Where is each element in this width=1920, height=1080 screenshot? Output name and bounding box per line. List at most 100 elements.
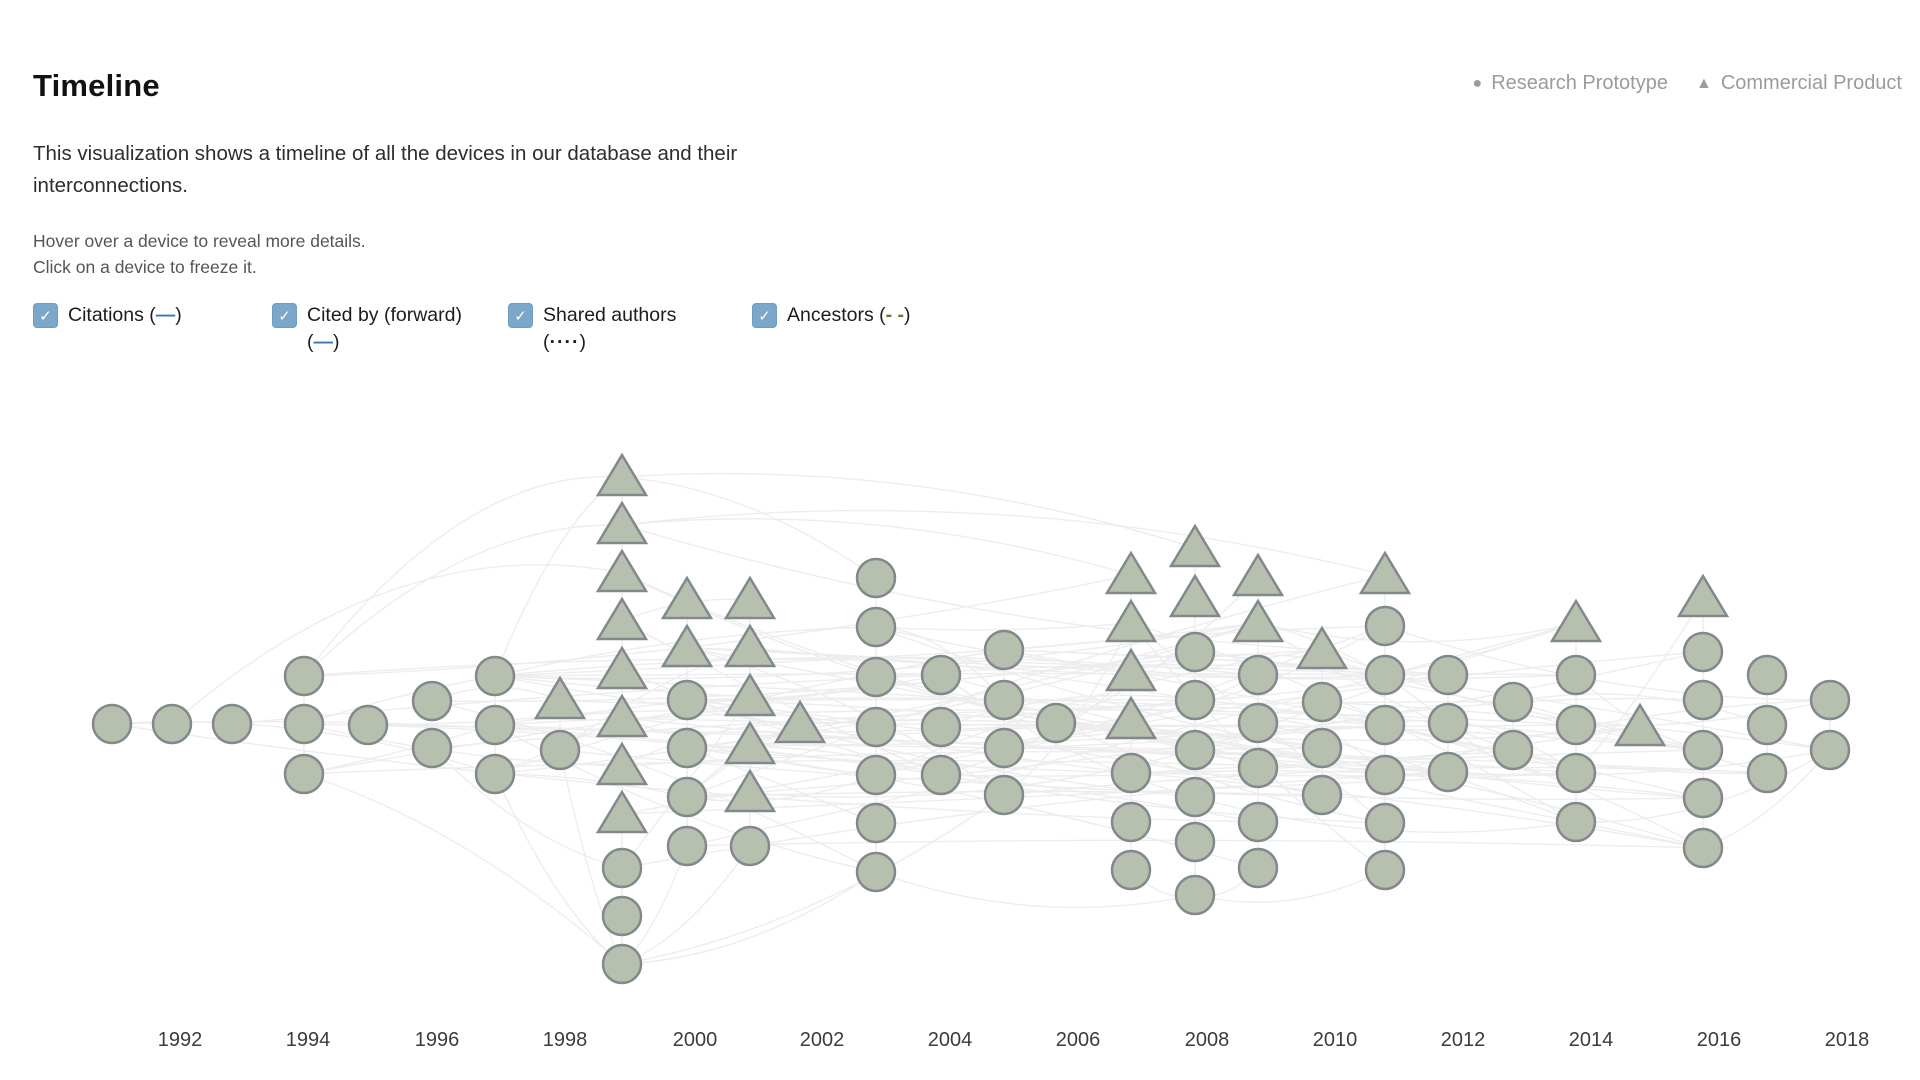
- device-node-circle[interactable]: [855, 656, 897, 698]
- device-node-triangle[interactable]: [773, 699, 827, 744]
- device-node-circle[interactable]: [211, 703, 253, 745]
- device-node-circle[interactable]: [601, 943, 643, 985]
- citations-checkbox[interactable]: ✓: [33, 303, 58, 328]
- device-node-circle[interactable]: [283, 753, 325, 795]
- device-node-circle[interactable]: [1301, 727, 1343, 769]
- device-node-circle[interactable]: [474, 753, 516, 795]
- device-node-circle[interactable]: [1237, 654, 1279, 696]
- device-node-circle[interactable]: [1809, 679, 1851, 721]
- device-node-circle[interactable]: [855, 754, 897, 796]
- device-node-circle[interactable]: [1237, 847, 1279, 889]
- device-node-triangle[interactable]: [595, 596, 649, 641]
- device-node-circle[interactable]: [666, 679, 708, 721]
- device-node-circle[interactable]: [855, 557, 897, 599]
- device-node-circle[interactable]: [983, 679, 1025, 721]
- device-node-circle[interactable]: [1682, 777, 1724, 819]
- device-node-circle[interactable]: [1237, 702, 1279, 744]
- device-node-circle[interactable]: [1364, 754, 1406, 796]
- device-node-circle[interactable]: [539, 729, 581, 771]
- device-node-circle[interactable]: [666, 825, 708, 867]
- device-node-circle[interactable]: [1682, 729, 1724, 771]
- device-node-circle[interactable]: [855, 851, 897, 893]
- device-node-circle[interactable]: [983, 774, 1025, 816]
- device-node-circle[interactable]: [1364, 654, 1406, 696]
- ancestors-checkbox[interactable]: ✓: [752, 303, 777, 328]
- device-node-circle[interactable]: [666, 776, 708, 818]
- device-node-circle[interactable]: [411, 680, 453, 722]
- device-node-circle[interactable]: [91, 703, 133, 745]
- device-node-triangle[interactable]: [723, 623, 777, 668]
- cited-by-checkbox[interactable]: ✓: [272, 303, 297, 328]
- device-node-circle[interactable]: [1174, 729, 1216, 771]
- device-node-circle[interactable]: [855, 706, 897, 748]
- device-node-circle[interactable]: [474, 704, 516, 746]
- device-node-circle[interactable]: [1746, 654, 1788, 696]
- device-node-circle[interactable]: [983, 629, 1025, 671]
- device-node-circle[interactable]: [1035, 702, 1077, 744]
- device-node-circle[interactable]: [601, 847, 643, 889]
- device-node-triangle[interactable]: [595, 500, 649, 545]
- device-node-triangle[interactable]: [595, 452, 649, 497]
- device-node-circle[interactable]: [1237, 747, 1279, 789]
- device-node-circle[interactable]: [855, 802, 897, 844]
- device-node-circle[interactable]: [1174, 679, 1216, 721]
- device-node-circle[interactable]: [283, 655, 325, 697]
- shared-authors-checkbox[interactable]: ✓: [508, 303, 533, 328]
- device-node-triangle[interactable]: [1231, 552, 1285, 597]
- device-node-circle[interactable]: [1555, 752, 1597, 794]
- device-node-triangle[interactable]: [1168, 523, 1222, 568]
- device-node-circle[interactable]: [1555, 801, 1597, 843]
- device-node-circle[interactable]: [347, 704, 389, 746]
- device-node-circle[interactable]: [920, 754, 962, 796]
- device-node-triangle[interactable]: [1295, 625, 1349, 670]
- device-node-circle[interactable]: [1110, 801, 1152, 843]
- device-node-circle[interactable]: [1746, 752, 1788, 794]
- device-node-circle[interactable]: [855, 606, 897, 648]
- device-node-circle[interactable]: [1492, 681, 1534, 723]
- device-node-circle[interactable]: [1301, 774, 1343, 816]
- device-node-circle[interactable]: [411, 727, 453, 769]
- device-node-triangle[interactable]: [1104, 695, 1158, 740]
- device-node-triangle[interactable]: [1104, 598, 1158, 643]
- device-node-triangle[interactable]: [595, 741, 649, 786]
- device-node-triangle[interactable]: [723, 672, 777, 717]
- device-node-circle[interactable]: [1174, 631, 1216, 673]
- device-node-triangle[interactable]: [595, 645, 649, 690]
- device-node-circle[interactable]: [1364, 704, 1406, 746]
- device-node-circle[interactable]: [983, 727, 1025, 769]
- device-node-circle[interactable]: [474, 655, 516, 697]
- device-node-circle[interactable]: [666, 727, 708, 769]
- device-node-circle[interactable]: [1555, 704, 1597, 746]
- device-node-triangle[interactable]: [595, 789, 649, 834]
- device-node-circle[interactable]: [1364, 802, 1406, 844]
- device-node-circle[interactable]: [1427, 654, 1469, 696]
- device-node-circle[interactable]: [1364, 849, 1406, 891]
- device-node-circle[interactable]: [1492, 729, 1534, 771]
- device-node-circle[interactable]: [1427, 751, 1469, 793]
- device-node-triangle[interactable]: [723, 720, 777, 765]
- device-node-circle[interactable]: [1237, 801, 1279, 843]
- device-node-triangle[interactable]: [533, 675, 587, 720]
- device-node-triangle[interactable]: [723, 768, 777, 813]
- device-node-triangle[interactable]: [723, 575, 777, 620]
- device-node-triangle[interactable]: [1613, 702, 1667, 747]
- device-node-circle[interactable]: [729, 825, 771, 867]
- device-node-triangle[interactable]: [1168, 573, 1222, 618]
- device-node-circle[interactable]: [920, 654, 962, 696]
- device-node-circle[interactable]: [1682, 631, 1724, 673]
- device-node-circle[interactable]: [1555, 654, 1597, 696]
- device-node-circle[interactable]: [920, 706, 962, 748]
- device-node-triangle[interactable]: [1549, 598, 1603, 643]
- device-node-circle[interactable]: [283, 703, 325, 745]
- device-node-circle[interactable]: [1301, 681, 1343, 723]
- device-node-circle[interactable]: [1364, 605, 1406, 647]
- device-node-circle[interactable]: [1110, 849, 1152, 891]
- device-node-circle[interactable]: [1427, 702, 1469, 744]
- device-node-circle[interactable]: [1809, 729, 1851, 771]
- device-node-circle[interactable]: [1174, 776, 1216, 818]
- device-node-circle[interactable]: [1174, 821, 1216, 863]
- device-node-triangle[interactable]: [1676, 573, 1730, 618]
- device-node-circle[interactable]: [1110, 752, 1152, 794]
- device-node-circle[interactable]: [1682, 827, 1724, 869]
- device-node-triangle[interactable]: [595, 548, 649, 593]
